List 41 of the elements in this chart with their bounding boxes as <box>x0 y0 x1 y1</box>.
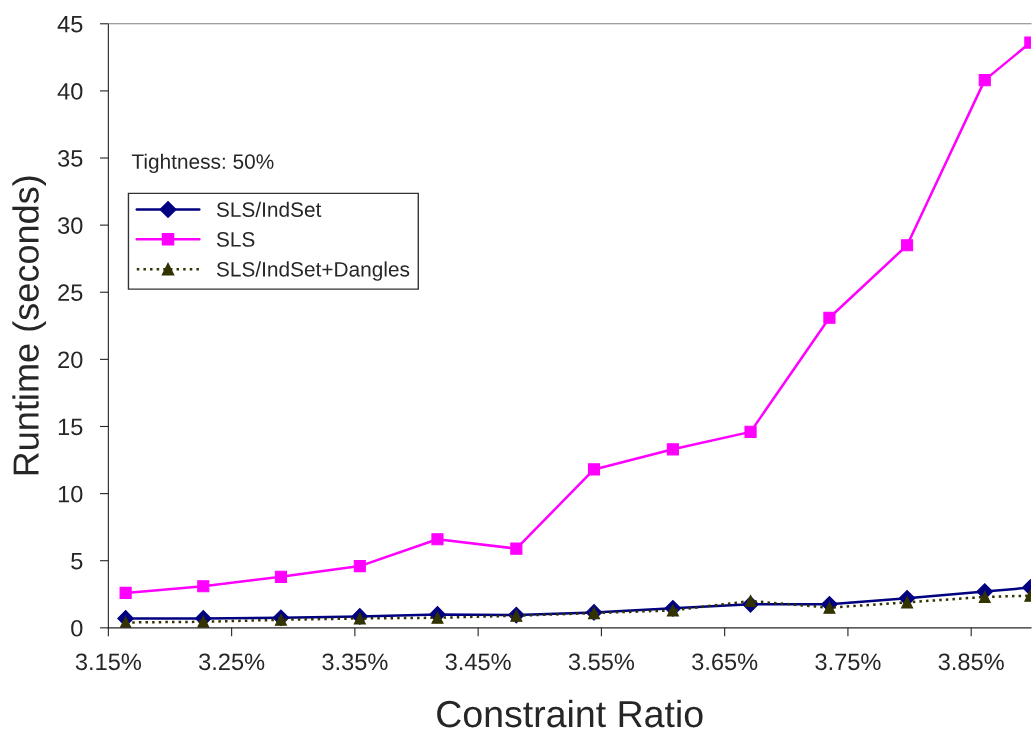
x-tick-label: 3.35% <box>322 653 388 671</box>
x-tick-label: 3.65% <box>692 653 758 671</box>
y-tick-label: 10 <box>58 485 83 503</box>
point <box>978 74 991 87</box>
legend-label: SLS <box>216 232 255 247</box>
point <box>978 590 991 604</box>
point <box>587 463 601 476</box>
x-tick-label: 3.45% <box>445 653 511 671</box>
point <box>823 311 836 324</box>
point <box>119 586 132 600</box>
point <box>744 594 757 608</box>
y-tick-label: 0 <box>71 619 83 637</box>
point <box>353 560 366 573</box>
legend-label: SLS/IndSet+Dangles <box>216 261 410 281</box>
y-tick-label: 25 <box>58 284 83 302</box>
point <box>431 533 444 546</box>
y-tick-label: 40 <box>57 82 83 100</box>
point <box>666 443 679 456</box>
x-tick-label: 3.55% <box>568 653 635 671</box>
x-tick-label: 3.15% <box>75 653 141 671</box>
point <box>274 570 287 583</box>
point <box>431 611 444 624</box>
point <box>901 239 914 252</box>
point <box>744 425 757 438</box>
legend-label: SLS/IndSet <box>216 201 322 217</box>
x-tick-label: 3.75% <box>815 653 881 671</box>
point <box>510 542 523 555</box>
y-tick-label: 35 <box>58 150 83 167</box>
y-tick-label: 15 <box>58 418 83 436</box>
point <box>197 580 210 593</box>
point <box>901 596 914 609</box>
y-tick-label: 30 <box>58 217 83 234</box>
point <box>823 601 836 614</box>
x-axis-title: Constraint Ratio <box>437 699 703 728</box>
x-tick-label: 3.85% <box>938 653 1004 671</box>
y-axis-title: Runtime (seconds) <box>12 176 46 475</box>
y-tick-label: 45 <box>57 16 83 33</box>
y-tick-label: 5 <box>71 553 83 570</box>
annotation: Tightness: 50% <box>131 153 274 174</box>
x-tick-label: 3.25% <box>199 653 265 671</box>
y-tick-label: 20 <box>58 351 83 369</box>
